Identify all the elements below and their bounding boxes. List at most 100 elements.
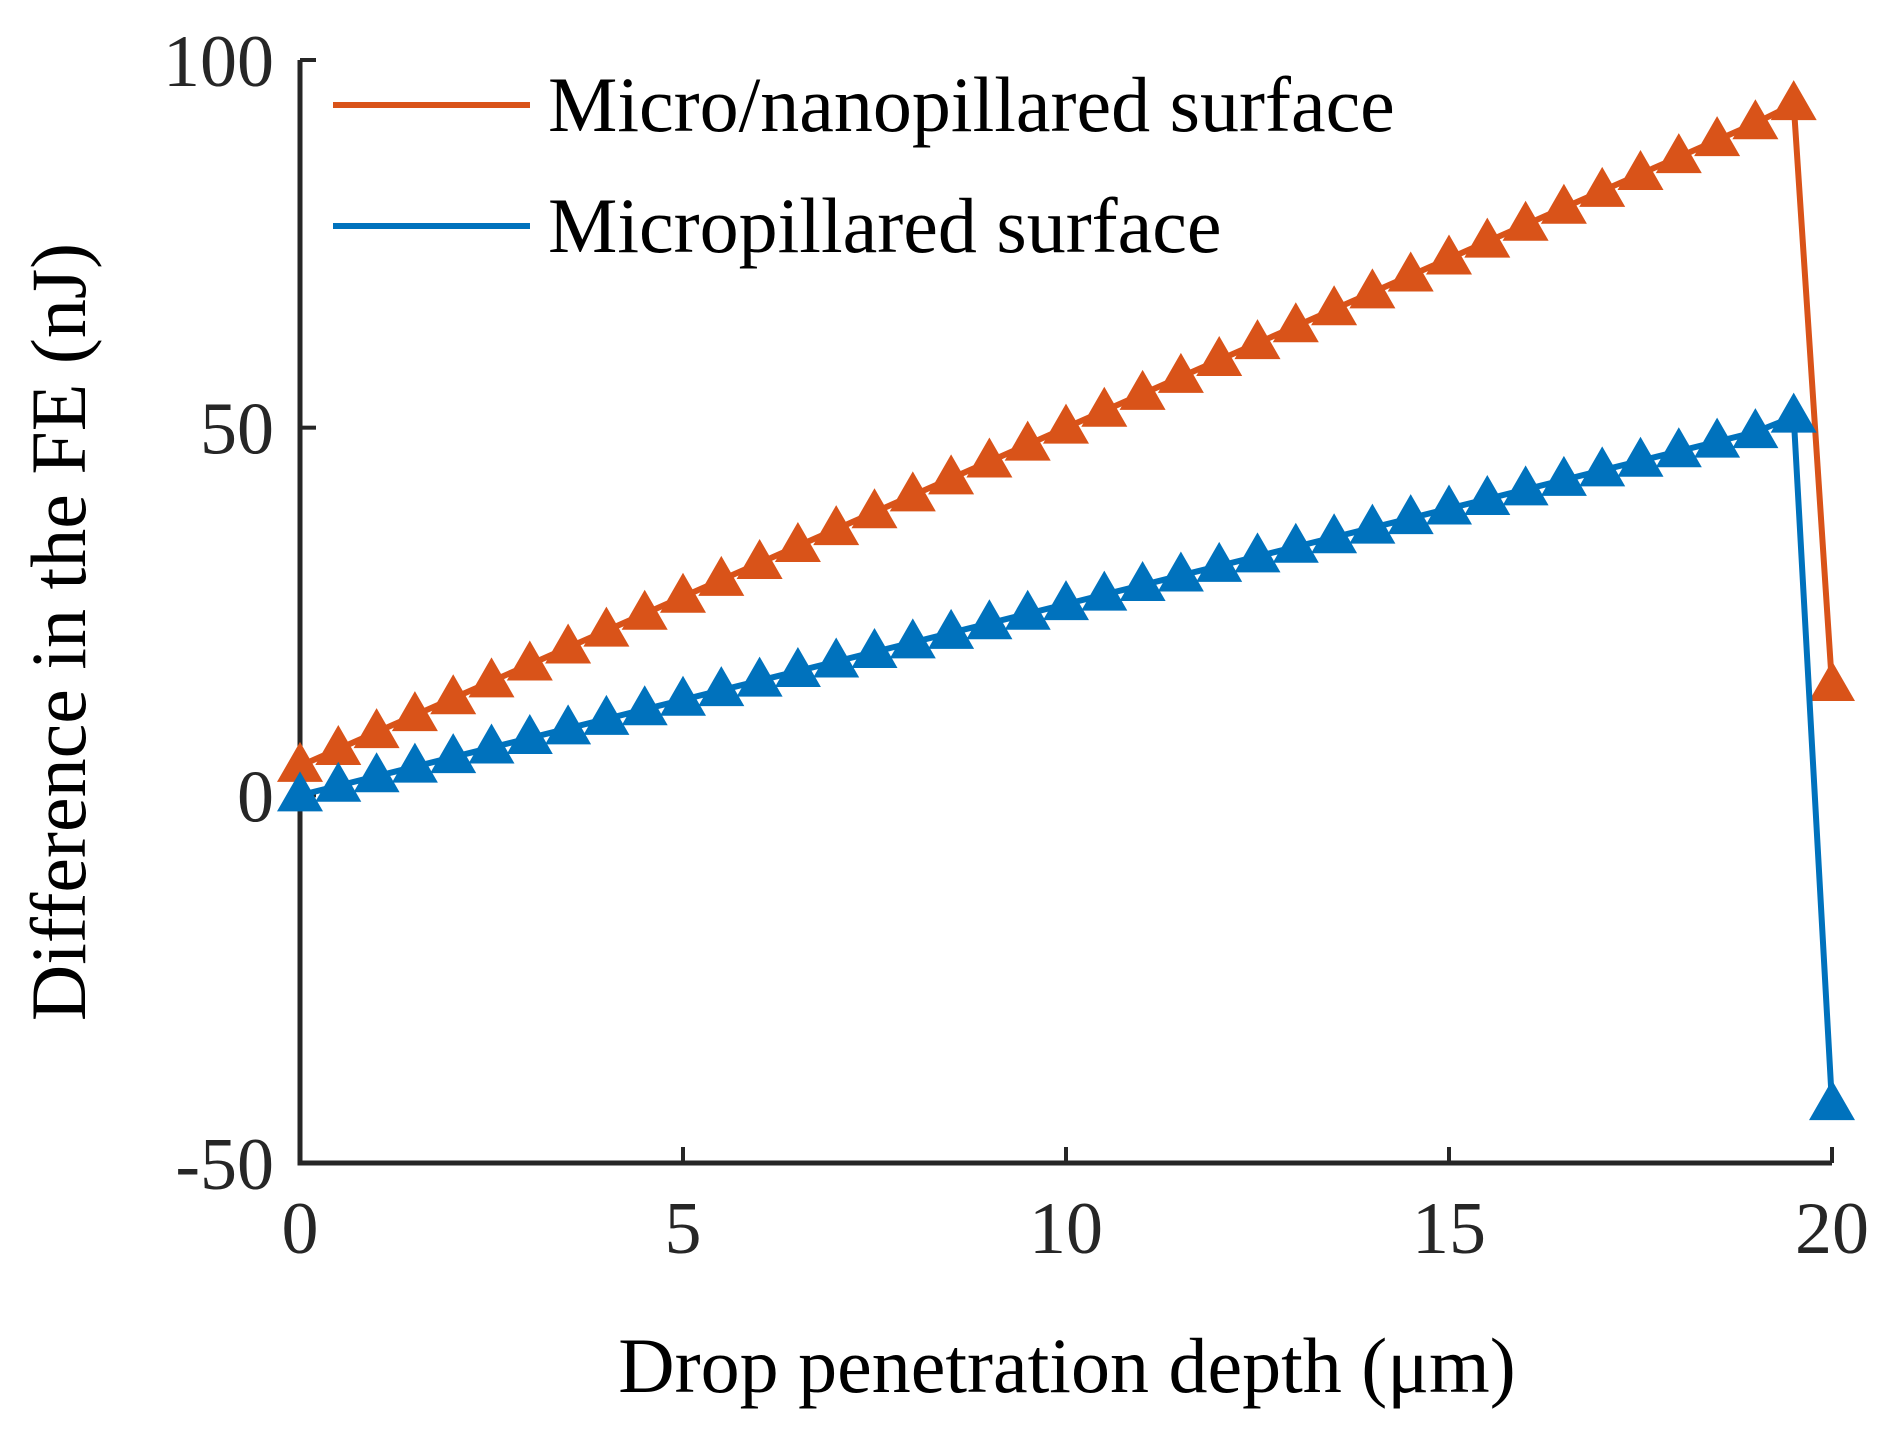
data-point <box>1196 541 1243 582</box>
data-point <box>1540 183 1587 224</box>
data-point <box>1770 392 1817 433</box>
data-point <box>736 538 783 579</box>
data-point <box>1043 580 1089 621</box>
data-point <box>813 637 860 678</box>
data-point <box>1119 561 1166 602</box>
series-micro-nanopillared <box>277 80 1855 782</box>
data-point <box>1234 319 1281 360</box>
data-point <box>1081 570 1128 611</box>
data-point <box>1502 200 1549 241</box>
data-point <box>621 685 668 726</box>
data-point <box>391 742 438 783</box>
data-point <box>698 555 745 596</box>
y-tick-label-50: 50 <box>200 389 274 471</box>
series-micropillared <box>277 392 1855 1121</box>
data-point <box>1004 420 1051 461</box>
data-point <box>813 505 860 546</box>
data-point <box>1387 494 1434 535</box>
data-point <box>774 522 821 563</box>
data-point <box>315 725 362 766</box>
data-point <box>277 741 323 782</box>
series-layer <box>277 80 1855 1121</box>
data-point <box>660 675 706 716</box>
data-point <box>1732 408 1779 449</box>
data-point <box>1043 403 1089 444</box>
data-point <box>1119 369 1166 410</box>
data-point <box>583 694 630 735</box>
data-point <box>468 657 515 698</box>
data-point <box>1809 661 1855 702</box>
data-point <box>506 640 553 681</box>
data-point <box>889 471 936 512</box>
data-point <box>1349 268 1396 309</box>
data-point <box>1157 352 1204 393</box>
data-point <box>1655 427 1702 468</box>
data-point <box>774 647 821 688</box>
x-tick-label-20: 20 <box>1795 1188 1869 1270</box>
data-point <box>315 761 362 802</box>
data-point <box>736 656 783 697</box>
data-point <box>1157 551 1204 592</box>
data-point <box>1502 465 1549 506</box>
x-axis-label: Drop penetration depth (μm) <box>618 1322 1515 1409</box>
data-point <box>1579 166 1626 207</box>
data-point <box>1196 336 1243 377</box>
data-point <box>583 606 630 647</box>
data-point <box>545 704 592 745</box>
data-point <box>928 454 975 495</box>
data-point <box>1426 484 1472 525</box>
data-point <box>1387 251 1434 292</box>
data-point <box>1464 217 1511 258</box>
data-point <box>1770 80 1817 121</box>
data-point <box>1732 99 1779 140</box>
legend-item-micro-nanopillared: Micro/nanopillared surface <box>333 61 1395 148</box>
data-point <box>1234 532 1281 573</box>
y-tick-label-100: 100 <box>163 21 274 103</box>
y-axis-label: Difference in the FE (nJ) <box>15 243 102 1021</box>
data-point <box>1426 234 1472 275</box>
data-point <box>1081 386 1128 427</box>
x-tick-label-0: 0 <box>282 1188 319 1270</box>
data-point <box>1540 455 1587 496</box>
data-point <box>928 608 975 649</box>
data-point <box>1617 149 1664 190</box>
data-point <box>1579 446 1626 487</box>
x-tick-label-5: 5 <box>665 1188 702 1270</box>
data-point <box>1464 474 1511 515</box>
data-point <box>277 771 323 812</box>
legend-label: Micropillared surface <box>548 182 1222 269</box>
data-point <box>353 752 400 793</box>
data-point <box>966 599 1013 640</box>
data-point <box>1349 503 1396 544</box>
data-point <box>621 589 668 630</box>
data-point <box>468 723 515 764</box>
data-point <box>1694 417 1741 458</box>
legend-item-micropillared: Micropillared surface <box>333 182 1222 269</box>
data-point <box>1809 1080 1855 1121</box>
legend-label: Micro/nanopillared surface <box>548 61 1395 148</box>
data-point <box>430 733 477 774</box>
y-tick-label-0: 0 <box>237 756 274 838</box>
data-point <box>391 691 438 732</box>
data-point <box>545 623 592 664</box>
data-point <box>353 708 400 749</box>
data-point <box>1004 589 1051 630</box>
x-tick-label-10: 10 <box>1029 1188 1103 1270</box>
data-point <box>966 437 1013 478</box>
data-point <box>1311 285 1358 326</box>
data-point <box>1617 436 1664 477</box>
data-point <box>1655 133 1702 174</box>
data-point <box>506 713 553 754</box>
data-point <box>851 488 898 529</box>
data-point <box>698 666 745 707</box>
data-point <box>1694 116 1741 157</box>
data-point <box>660 572 706 613</box>
data-point <box>851 627 898 668</box>
legend: Micro/nanopillared surface Micropillared … <box>333 61 1395 269</box>
y-tick-label--50: -50 <box>175 1124 274 1206</box>
data-point <box>1272 522 1319 563</box>
data-point <box>430 674 477 715</box>
x-tick-label-15: 15 <box>1412 1188 1486 1270</box>
data-point <box>1311 513 1358 554</box>
